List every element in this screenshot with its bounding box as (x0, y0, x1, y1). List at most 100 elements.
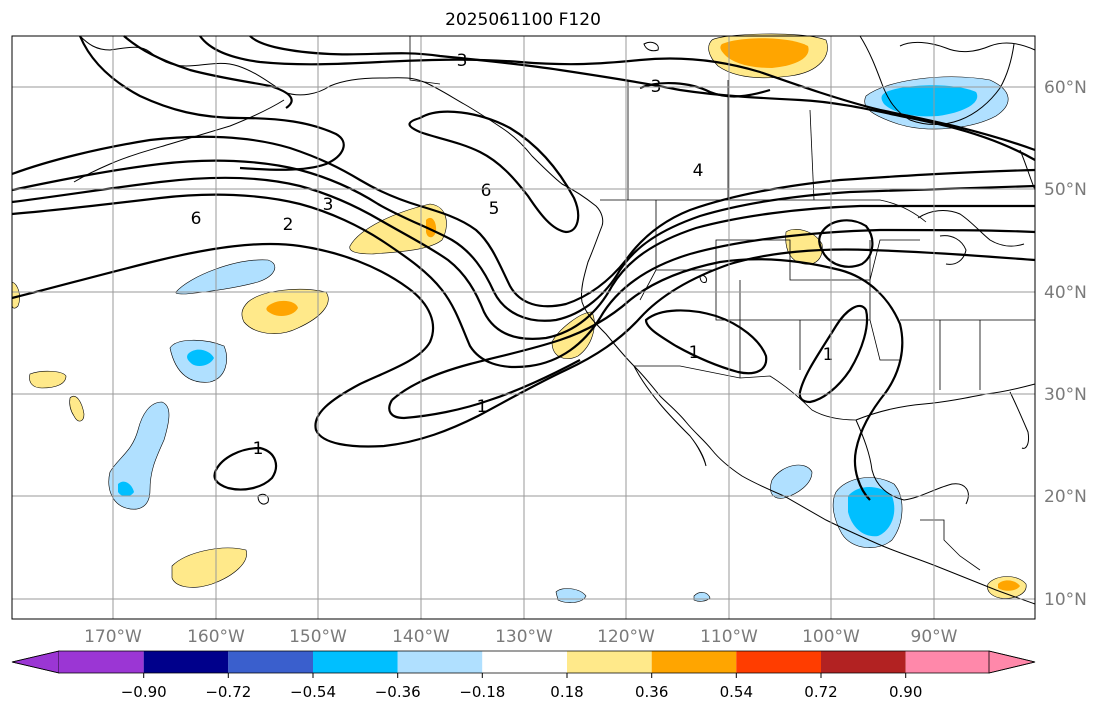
colorbar-segment (59, 651, 144, 673)
colorbar-segment (143, 651, 229, 673)
neg-core-south-chain (118, 481, 134, 497)
coastlines (73, 35, 1036, 605)
lon-label: 140°W (392, 627, 450, 647)
canada-province-line-3 (809, 109, 815, 201)
height-contours (11, 35, 1036, 501)
colorbar-tick-label: −0.36 (375, 683, 421, 701)
lon-label: 130°W (495, 627, 553, 647)
contour-south-pacific-closed (213, 446, 278, 491)
contour-jet-2 (11, 159, 1036, 322)
pos-core-central-america (998, 580, 1020, 591)
contour-jet-1 (11, 135, 1036, 308)
colorbar-segment (228, 651, 313, 673)
neg-core-hudson (881, 85, 978, 117)
colorbar-tick-label: 0.90 (889, 683, 922, 701)
contour-label: 3 (457, 51, 468, 71)
colorbar-segment (736, 651, 821, 673)
gulf-of-mexico (855, 419, 969, 505)
colorbar-segment (567, 651, 652, 673)
island-small-1 (643, 41, 659, 52)
west-coast-us (581, 225, 1036, 605)
neg-region-mexico-west (770, 464, 813, 499)
map-border (11, 35, 1036, 620)
colorbar-segment (988, 650, 1036, 674)
lon-label: 90°W (911, 627, 958, 647)
map-panel: 3 3 6 5 4 6 2 3 1 1 1 1 (11, 33, 1036, 620)
pos-region-south-pacific (171, 547, 247, 588)
hawaii-island (257, 493, 269, 505)
contour-label: 4 (693, 161, 704, 181)
contour-texas-closed (798, 304, 869, 404)
colorbar-tick-label: −0.18 (459, 683, 505, 701)
contour-gulf-closed (408, 110, 580, 234)
us-mexico-border (634, 365, 857, 421)
lon-label: 100°W (802, 627, 860, 647)
contour-jet-7 (388, 359, 581, 420)
lat-label: 10°N (1044, 590, 1087, 610)
contour-north-pacific-2 (123, 35, 293, 109)
colorbar-tick-label: 0.18 (550, 683, 583, 701)
contour-label: 3 (323, 195, 334, 215)
contour-label: 5 (489, 199, 500, 219)
canada-arctic (899, 41, 1036, 53)
lon-label: 110°W (700, 627, 758, 647)
colorbar: −0.90 −0.72 −0.54 −0.36 −0.18 0.18 0.36 … (11, 650, 1036, 701)
lat-label: 40°N (1044, 283, 1087, 303)
lon-label: 170°W (84, 627, 142, 647)
latitude-labels: 60°N 50°N 40°N 30°N 20°N 10°N (1044, 78, 1087, 610)
lon-label: 120°W (597, 627, 655, 647)
contour-jet-3 (11, 176, 1035, 340)
baja-peninsula (633, 365, 707, 467)
contour-great-plains-closed (818, 219, 874, 268)
contour-jet-5 (11, 242, 1036, 448)
pos-region-far-west-1 (29, 370, 67, 389)
gridlines (12, 36, 1035, 619)
contour-label: 1 (253, 439, 264, 459)
contour-north-1 (199, 35, 1036, 152)
contour-jet-4 (11, 193, 1036, 369)
contour-label: 1 (477, 397, 488, 417)
colorbar-tick-label: 0.72 (804, 683, 837, 701)
contour-north-3 (639, 81, 771, 98)
contour-mexico-closed (644, 309, 768, 375)
contour-label: 6 (481, 181, 492, 201)
colorbar-segment (397, 651, 483, 673)
contour-label: 1 (823, 345, 834, 365)
colorbar-tick-label: 0.54 (720, 683, 753, 701)
lon-label: 160°W (187, 627, 245, 647)
colorbar-outline (11, 650, 1036, 674)
map-title: 2025061100 F120 (445, 10, 601, 30)
lat-label: 50°N (1044, 180, 1087, 200)
neg-core-mexico-south (848, 487, 895, 537)
contour-label: 1 (689, 343, 700, 363)
florida (1009, 391, 1029, 449)
colorbar-segment (482, 651, 567, 673)
mexico-central-america (920, 519, 981, 571)
neg-core-mid-pacific (187, 349, 214, 366)
colorbar-tick-label: 0.36 (635, 683, 668, 701)
great-lakes (917, 210, 1025, 265)
lat-label: 20°N (1044, 487, 1087, 507)
hudson-bay (859, 35, 1015, 125)
colorbar-segment (821, 651, 906, 673)
colorbar-tick-label: −0.90 (121, 683, 167, 701)
lat-label: 60°N (1044, 78, 1087, 98)
contour-label: 2 (283, 215, 294, 235)
pos-region-gulf-alaska (349, 203, 447, 255)
pos-core-north-canada (720, 38, 809, 68)
pos-core-central-pacific (266, 300, 298, 316)
neg-region-pacific-strip (175, 259, 276, 295)
contour-label: 6 (191, 209, 202, 229)
lon-label: 150°W (289, 627, 347, 647)
contour-north-2 (249, 35, 1036, 161)
colorbar-segment (651, 651, 737, 673)
contour-jet-6 (391, 258, 904, 501)
colorbar-segment (11, 650, 60, 674)
pos-core-gulf-alaska (426, 217, 437, 238)
longitude-labels: 170°W 160°W 150°W 140°W 130°W 120°W 110°… (84, 627, 958, 647)
us-state-lines (639, 200, 1035, 390)
pos-region-far-west-2 (69, 395, 85, 422)
colorbar-tick-label: −0.54 (290, 683, 336, 701)
colorbar-tick-label: −0.72 (205, 683, 251, 701)
